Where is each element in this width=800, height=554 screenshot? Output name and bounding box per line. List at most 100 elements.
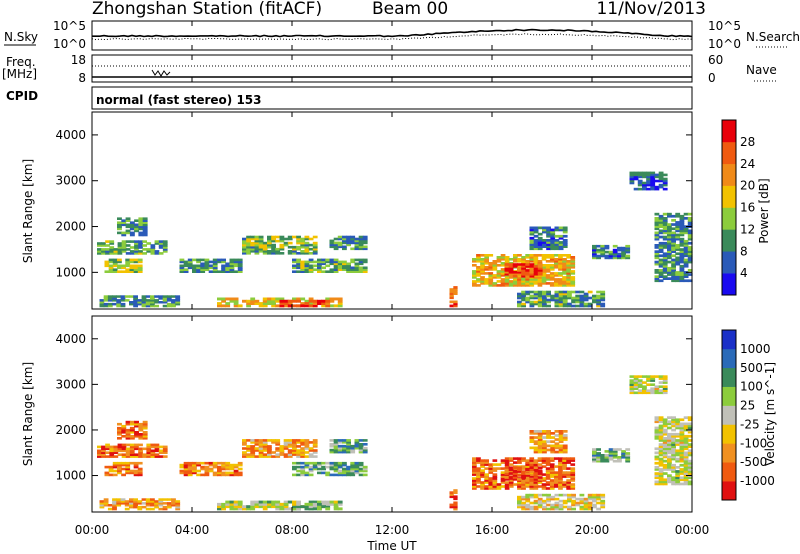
data-cell — [579, 302, 585, 306]
data-cell — [108, 266, 114, 270]
data-cell — [562, 473, 567, 476]
data-cell — [637, 175, 643, 179]
data-cell — [525, 263, 531, 266]
data-cell — [275, 247, 281, 251]
data-cell — [687, 480, 693, 484]
data-cell — [529, 263, 535, 266]
data-cell — [687, 231, 693, 235]
data-cell — [358, 270, 364, 273]
data-cell — [329, 448, 335, 452]
data-cell — [662, 424, 668, 428]
data-cell — [550, 296, 556, 300]
data-cell — [117, 270, 122, 273]
data-cell — [513, 258, 518, 261]
data-cell — [112, 299, 117, 302]
data-cell — [517, 280, 522, 283]
data-cell — [179, 258, 185, 262]
data-cell — [679, 449, 685, 453]
data-cell — [529, 475, 535, 478]
data-cell — [542, 245, 547, 248]
data-cell — [484, 256, 489, 259]
data-cell — [679, 437, 685, 440]
data-cell — [629, 175, 635, 179]
data-cell — [145, 498, 151, 501]
data-cell — [258, 241, 264, 245]
data-cell — [533, 294, 539, 298]
data-cell — [521, 481, 526, 484]
data-cell — [333, 237, 339, 241]
data-cell — [484, 481, 489, 484]
data-cell — [166, 505, 172, 509]
data-cell — [662, 219, 668, 222]
data-cell — [105, 244, 110, 247]
data-cell — [97, 455, 102, 458]
data-cell — [671, 432, 676, 436]
data-cell — [321, 467, 326, 471]
data-cell — [596, 497, 601, 501]
data-cell — [296, 439, 301, 442]
data-cell — [292, 247, 297, 251]
data-cell — [549, 457, 555, 460]
data-cell — [654, 175, 660, 179]
data-cell — [141, 304, 147, 308]
data-cell — [583, 501, 589, 505]
data-cell — [667, 439, 672, 442]
data-cell — [476, 459, 481, 462]
data-cell — [596, 298, 601, 302]
data-cell — [362, 247, 368, 251]
data-cell — [109, 248, 115, 251]
noise-sky-series — [92, 28, 693, 38]
data-cell — [117, 431, 122, 434]
data-cell — [671, 428, 676, 432]
data-cell — [600, 454, 606, 457]
data-cell — [267, 302, 272, 305]
data-cell — [125, 453, 131, 456]
data-cell — [596, 294, 601, 298]
data-cell — [633, 171, 639, 175]
data-cell — [109, 242, 115, 245]
data-cell — [658, 453, 664, 457]
data-cell — [492, 266, 498, 269]
data-cell — [546, 503, 551, 507]
data-cell — [667, 269, 672, 272]
data-cell — [562, 241, 568, 244]
data-cell — [667, 233, 672, 237]
data-cell — [558, 459, 563, 462]
data-cell — [145, 507, 151, 511]
data-cell — [317, 302, 322, 305]
data-cell — [117, 260, 122, 264]
data-cell — [521, 267, 526, 270]
data-cell — [262, 505, 268, 509]
data-cell — [312, 461, 318, 465]
data-cell — [258, 439, 264, 442]
data-cell — [533, 280, 539, 283]
data-cell — [105, 455, 110, 458]
data-cell — [596, 448, 601, 451]
data-cell — [449, 292, 454, 295]
data-cell — [296, 449, 301, 452]
data-cell — [513, 461, 518, 464]
data-cell — [333, 245, 339, 249]
data-cell — [183, 469, 189, 473]
data-cell — [246, 507, 251, 511]
data-cell — [545, 469, 551, 472]
data-cell — [550, 446, 556, 450]
data-cell — [650, 391, 656, 395]
data-cell — [125, 231, 131, 235]
data-cell — [549, 278, 555, 281]
data-cell — [342, 247, 347, 251]
data-cell — [183, 268, 189, 271]
data-cell — [283, 237, 289, 241]
data-cell — [113, 451, 119, 454]
data-cell — [537, 497, 543, 501]
data-cell — [658, 439, 664, 442]
data-cell — [134, 447, 139, 451]
data-cell — [654, 461, 660, 465]
data-cell — [107, 507, 113, 511]
data-cell — [570, 258, 576, 261]
data-cell — [658, 231, 664, 235]
data-cell — [550, 298, 556, 302]
data-cell — [687, 254, 693, 258]
data-cell — [145, 500, 151, 503]
